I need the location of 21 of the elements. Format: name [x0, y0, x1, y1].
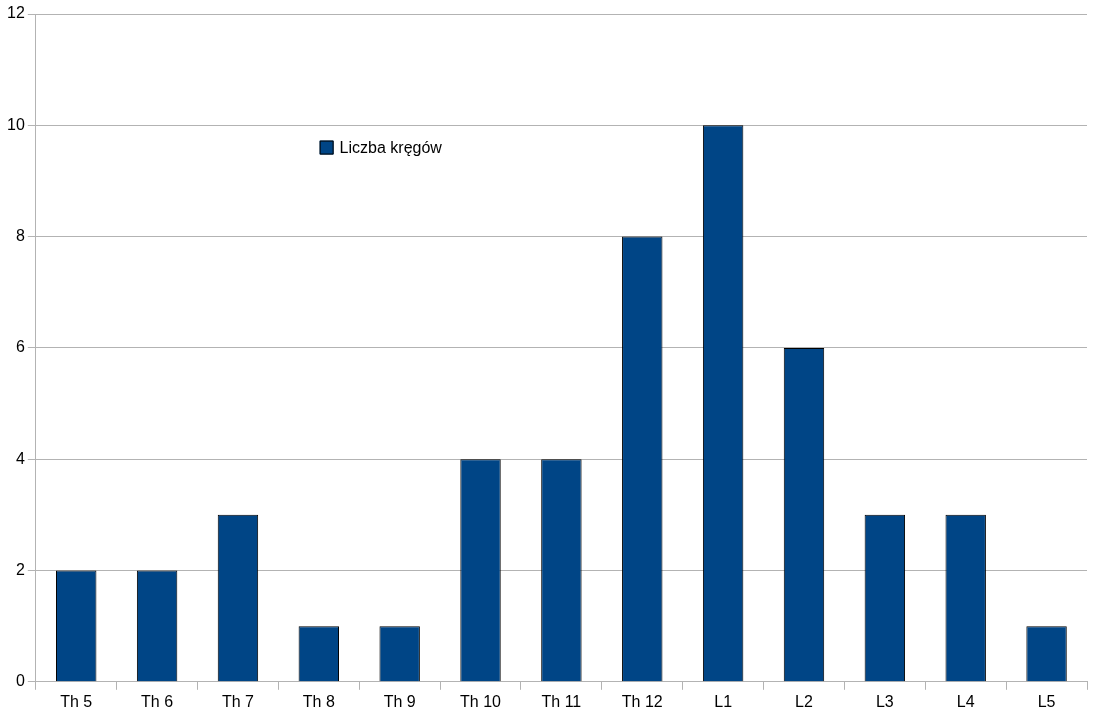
x-tick-label: Th 8	[302, 692, 335, 710]
y-tick-label: 12	[7, 4, 25, 22]
x-tick-label: L3	[875, 692, 894, 710]
y-tick-label: 6	[15, 338, 25, 356]
x-tick-label: Th 5	[60, 692, 93, 710]
x-tick-label: Th 7	[221, 692, 255, 710]
x-tick-label: Th 11	[541, 692, 582, 710]
x-tick-label: Th 6	[141, 692, 174, 710]
x-tick-label: L5	[1037, 692, 1056, 710]
y-tick-label: 10	[7, 115, 25, 133]
x-tick-label: L4	[956, 692, 975, 710]
x-tick-label: Th 12	[621, 692, 663, 710]
x-tick-label: Th 9	[383, 692, 416, 710]
y-tick-label: 4	[15, 449, 25, 467]
legend-label: Liczba kręgów	[339, 138, 443, 156]
y-tick-label: 0	[15, 672, 25, 690]
y-tick-label: 8	[15, 227, 25, 245]
x-tick-label: Th 10	[460, 692, 502, 710]
x-tick-label: L1	[714, 692, 733, 710]
x-tick-label: L2	[795, 692, 813, 710]
y-tick-label: 2	[15, 560, 25, 578]
